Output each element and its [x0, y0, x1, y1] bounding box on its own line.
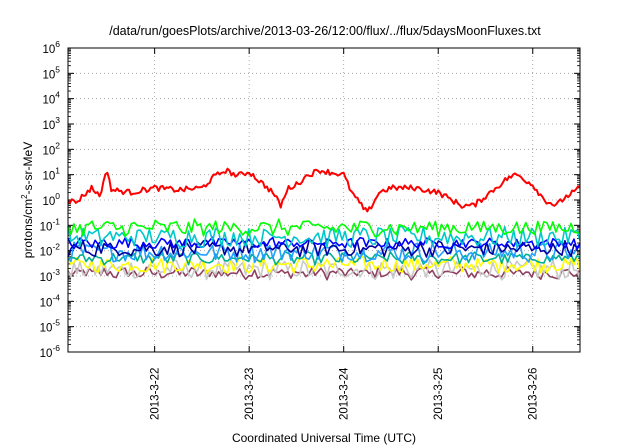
series-line	[67, 241, 581, 264]
series-line	[67, 167, 581, 213]
y-tick-label: 101	[42, 166, 60, 183]
x-tick-label: 2013-3-22	[150, 368, 162, 420]
series-lines	[67, 167, 581, 281]
y-tick-label: 103	[42, 115, 60, 132]
x-tick-label: 2013-3-25	[433, 368, 445, 420]
y-tick-label: 10-1	[40, 216, 61, 233]
y-axis-label-main: protons/cm	[21, 199, 35, 258]
y-tick-label: 104	[42, 90, 60, 107]
x-tick-label: 2013-3-23	[244, 368, 256, 420]
chart-title: /data/run/goesPlots/archive/2013-03-26/1…	[109, 24, 541, 38]
y-axis-label: protons/cm2-s-sr-MeV	[20, 142, 35, 258]
series-line	[67, 236, 581, 251]
y-tick-label: 105	[42, 64, 60, 81]
y-tick-label: 10-6	[40, 343, 61, 360]
series-line	[67, 266, 581, 281]
series-line	[67, 218, 581, 238]
x-tick-label: 2013-3-24	[339, 367, 351, 420]
y-axis-label-rest: -s-sr-MeV	[21, 142, 35, 195]
series-line	[67, 239, 581, 258]
x-axis-label: Coordinated Universal Time (UTC)	[232, 431, 416, 445]
x-axis-ticks: 2013-3-22 2013-3-23 2013-3-24 2013-3-25 2013…	[150, 48, 540, 420]
plot-frame	[67, 47, 581, 353]
y-axis-ticks: 10-6 10-5 10-4 10-3 10-2 10-1 100 101 102 103 104 1…	[40, 39, 580, 360]
series-line	[67, 258, 581, 281]
y-tick-label: 100	[42, 191, 60, 208]
y-tick-label: 10-5	[40, 318, 61, 335]
x-tick-label: 2013-3-26	[528, 368, 540, 420]
series-line	[67, 225, 581, 249]
y-tick-label: 106	[42, 39, 60, 56]
y-tick-label: 10-2	[40, 242, 61, 259]
y-tick-label: 102	[42, 140, 60, 157]
y-tick-label: 10-3	[40, 267, 61, 284]
grid	[68, 48, 580, 352]
y-tick-label: 10-4	[40, 292, 61, 309]
y-axis-label-exponent: 2	[20, 194, 29, 199]
series-line	[67, 250, 581, 266]
